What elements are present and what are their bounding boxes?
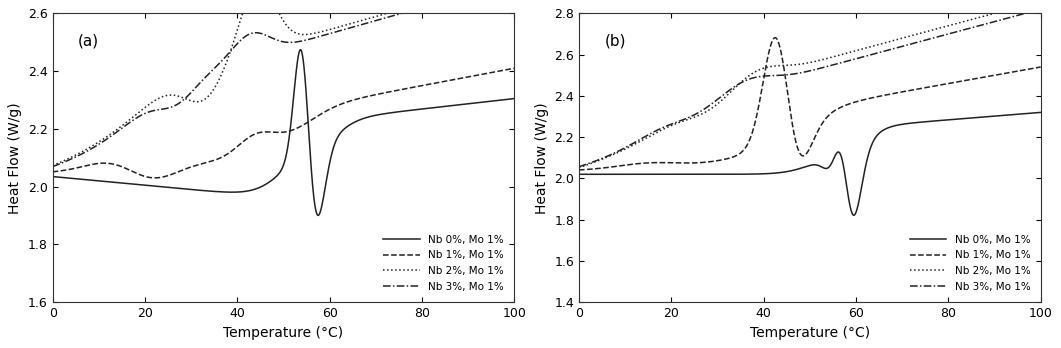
Nb 3%, Mo 1% xyxy=(347,25,360,29)
Nb 3%, Mo 1% xyxy=(390,13,403,17)
Line: Nb 1%, Mo 1%: Nb 1%, Mo 1% xyxy=(579,38,1041,170)
Nb 1%, Mo 1% xyxy=(918,86,930,90)
Nb 0%, Mo 1% xyxy=(294,48,307,52)
Nb 3%, Mo 1% xyxy=(1034,7,1047,11)
Nb 1%, Mo 1% xyxy=(873,94,886,98)
Nb 2%, Mo 1% xyxy=(131,112,143,116)
Y-axis label: Heat Flow (W/g): Heat Flow (W/g) xyxy=(535,102,549,214)
Nb 2%, Mo 1% xyxy=(952,21,964,25)
Nb 3%, Mo 1% xyxy=(131,116,143,120)
Nb 1%, Mo 1% xyxy=(347,98,360,102)
Nb 0%, Mo 1% xyxy=(508,96,521,101)
Nb 0%, Mo 1% xyxy=(1034,110,1047,114)
Legend: Nb 0%, Mo 1%, Nb 1%, Mo 1%, Nb 2%, Mo 1%, Nb 3%, Mo 1%: Nb 0%, Mo 1%, Nb 1%, Mo 1%, Nb 2%, Mo 1%… xyxy=(905,229,1036,297)
Nb 1%, Mo 1% xyxy=(223,151,236,155)
Nb 2%, Mo 1% xyxy=(347,21,360,25)
Nb 0%, Mo 1% xyxy=(918,120,930,124)
Line: Nb 3%, Mo 1%: Nb 3%, Mo 1% xyxy=(579,9,1041,167)
Nb 0%, Mo 1% xyxy=(347,121,360,125)
Line: Nb 1%, Mo 1%: Nb 1%, Mo 1% xyxy=(53,68,515,178)
Nb 2%, Mo 1% xyxy=(223,53,236,57)
Nb 3%, Mo 1% xyxy=(223,51,236,55)
Nb 1%, Mo 1% xyxy=(508,66,521,70)
Nb 0%, Mo 1% xyxy=(953,117,966,121)
Nb 1%, Mo 1% xyxy=(131,171,143,175)
Line: Nb 0%, Mo 1%: Nb 0%, Mo 1% xyxy=(579,112,1041,215)
Nb 0%, Mo 1% xyxy=(392,110,404,114)
Nb 3%, Mo 1% xyxy=(873,50,886,55)
Nb 1%, Mo 1% xyxy=(47,170,59,174)
Nb 0%, Mo 1% xyxy=(873,131,886,135)
Nb 2%, Mo 1% xyxy=(749,70,762,74)
Line: Nb 3%, Mo 1%: Nb 3%, Mo 1% xyxy=(53,0,515,167)
Nb 1%, Mo 1% xyxy=(390,88,403,93)
Nb 1%, Mo 1% xyxy=(324,107,336,111)
Nb 0%, Mo 1% xyxy=(427,106,439,110)
X-axis label: Temperature (°C): Temperature (°C) xyxy=(750,326,870,340)
Nb 0%, Mo 1% xyxy=(47,174,59,179)
Nb 1%, Mo 1% xyxy=(850,100,863,104)
Nb 3%, Mo 1% xyxy=(952,29,964,33)
X-axis label: Temperature (°C): Temperature (°C) xyxy=(224,326,344,340)
Nb 3%, Mo 1% xyxy=(324,32,336,36)
Nb 3%, Mo 1% xyxy=(917,39,929,43)
Nb 2%, Mo 1% xyxy=(573,166,586,170)
Nb 2%, Mo 1% xyxy=(425,0,438,2)
Nb 0%, Mo 1% xyxy=(850,210,863,214)
Nb 0%, Mo 1% xyxy=(223,190,236,194)
Nb 0%, Mo 1% xyxy=(131,182,143,187)
Nb 2%, Mo 1% xyxy=(657,127,669,132)
Nb 2%, Mo 1% xyxy=(850,49,863,53)
Nb 0%, Mo 1% xyxy=(749,172,762,176)
Nb 3%, Mo 1% xyxy=(850,57,863,61)
Nb 3%, Mo 1% xyxy=(425,2,438,7)
Nb 2%, Mo 1% xyxy=(47,164,59,168)
Nb 2%, Mo 1% xyxy=(324,27,336,32)
Nb 0%, Mo 1% xyxy=(324,160,336,165)
Line: Nb 2%, Mo 1%: Nb 2%, Mo 1% xyxy=(579,1,1041,168)
Y-axis label: Heat Flow (W/g): Heat Flow (W/g) xyxy=(8,102,22,214)
Nb 3%, Mo 1% xyxy=(749,75,762,79)
Line: Nb 2%, Mo 1%: Nb 2%, Mo 1% xyxy=(53,0,515,166)
Nb 1%, Mo 1% xyxy=(953,80,966,84)
Text: (b): (b) xyxy=(605,33,626,49)
Nb 0%, Mo 1% xyxy=(573,172,586,176)
Nb 1%, Mo 1% xyxy=(657,160,669,165)
Nb 1%, Mo 1% xyxy=(427,81,439,86)
Nb 2%, Mo 1% xyxy=(917,30,929,34)
Nb 1%, Mo 1% xyxy=(769,35,782,40)
Legend: Nb 0%, Mo 1%, Nb 1%, Mo 1%, Nb 2%, Mo 1%, Nb 3%, Mo 1%: Nb 0%, Mo 1%, Nb 1%, Mo 1%, Nb 2%, Mo 1%… xyxy=(378,229,509,297)
Nb 0%, Mo 1% xyxy=(657,172,669,176)
Nb 0%, Mo 1% xyxy=(848,213,860,218)
Nb 1%, Mo 1% xyxy=(749,119,762,123)
Nb 2%, Mo 1% xyxy=(873,42,886,46)
Nb 3%, Mo 1% xyxy=(47,165,59,169)
Line: Nb 0%, Mo 1%: Nb 0%, Mo 1% xyxy=(53,50,515,215)
Nb 3%, Mo 1% xyxy=(657,126,669,130)
Nb 1%, Mo 1% xyxy=(573,168,586,172)
Nb 3%, Mo 1% xyxy=(573,165,586,169)
Nb 0%, Mo 1% xyxy=(312,213,325,218)
Nb 2%, Mo 1% xyxy=(390,8,403,13)
Nb 1%, Mo 1% xyxy=(149,176,161,180)
Nb 2%, Mo 1% xyxy=(1034,0,1047,3)
Text: (a): (a) xyxy=(79,33,99,49)
Nb 1%, Mo 1% xyxy=(1034,65,1047,69)
